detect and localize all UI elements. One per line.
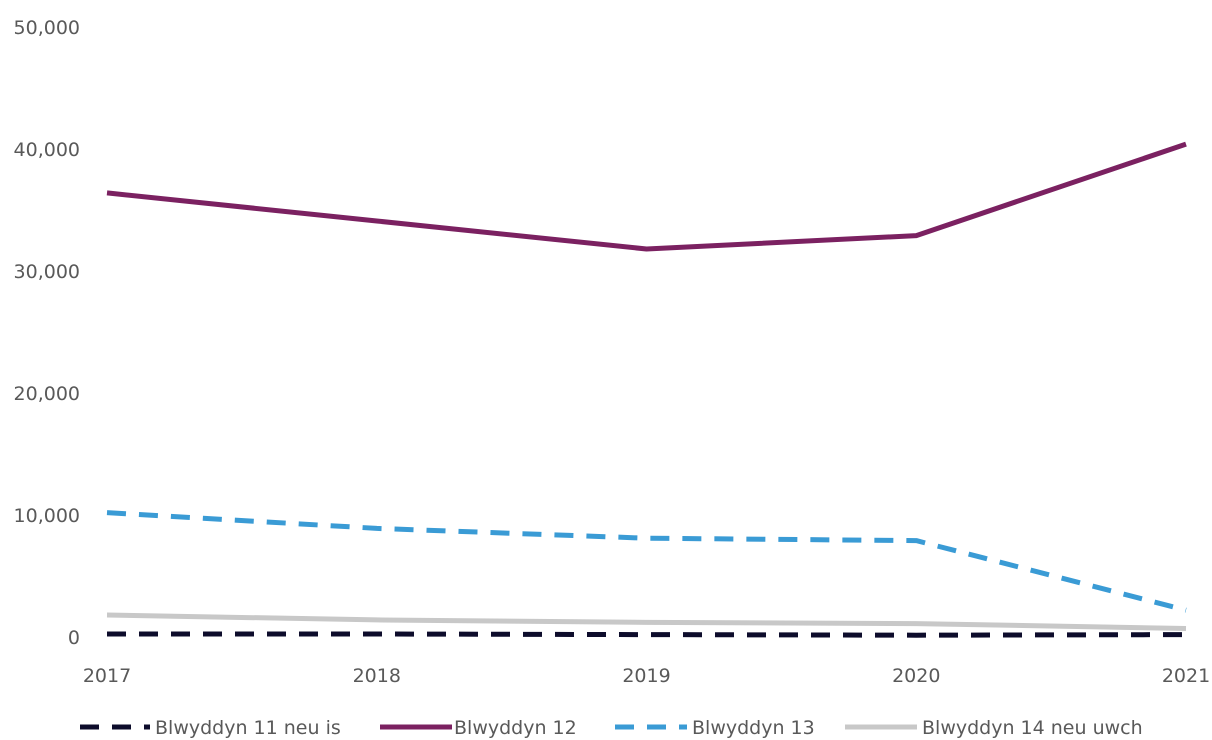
legend-label: Blwyddyn 12 [454, 717, 577, 739]
legend-item: Blwyddyn 11 neu is [80, 717, 341, 739]
legend-label: Blwyddyn 14 neu uwch [922, 717, 1143, 739]
legend-item: Blwyddyn 12 [380, 717, 577, 739]
x-tick-label: 2020 [892, 665, 940, 687]
y-tick-label: 30,000 [14, 261, 80, 283]
y-tick-label: 10,000 [14, 505, 80, 527]
legend-item: Blwyddyn 14 neu uwch [845, 717, 1143, 739]
y-axis-tick-labels: 0 10,000 20,000 30,000 40,000 50,000 [14, 17, 80, 649]
x-axis-tick-labels: 2017 2018 2019 2020 2021 [83, 665, 1210, 687]
legend-item: Blwyddyn 13 [615, 717, 815, 739]
y-tick-label: 0 [68, 627, 80, 649]
series-line-blwyddyn-14-neu-uwch [106, 612, 1187, 631]
series-line-blwyddyn-12 [106, 141, 1187, 252]
series-line-blwyddyn-11-neu-is [107, 631, 1187, 638]
series-line-blwyddyn-13 [106, 510, 1187, 613]
y-tick-label: 50,000 [14, 17, 80, 39]
legend-label: Blwyddyn 13 [692, 717, 815, 739]
y-tick-label: 40,000 [14, 139, 80, 161]
x-tick-label: 2019 [622, 665, 670, 687]
x-tick-label: 2017 [83, 665, 131, 687]
y-tick-label: 20,000 [14, 383, 80, 405]
series-lines [106, 141, 1187, 638]
legend: Blwyddyn 11 neu is Blwyddyn 12 Blwyddyn 13… [80, 717, 1143, 739]
x-tick-label: 2018 [353, 665, 401, 687]
x-tick-label: 2021 [1162, 665, 1210, 687]
legend-label: Blwyddyn 11 neu is [155, 717, 341, 739]
